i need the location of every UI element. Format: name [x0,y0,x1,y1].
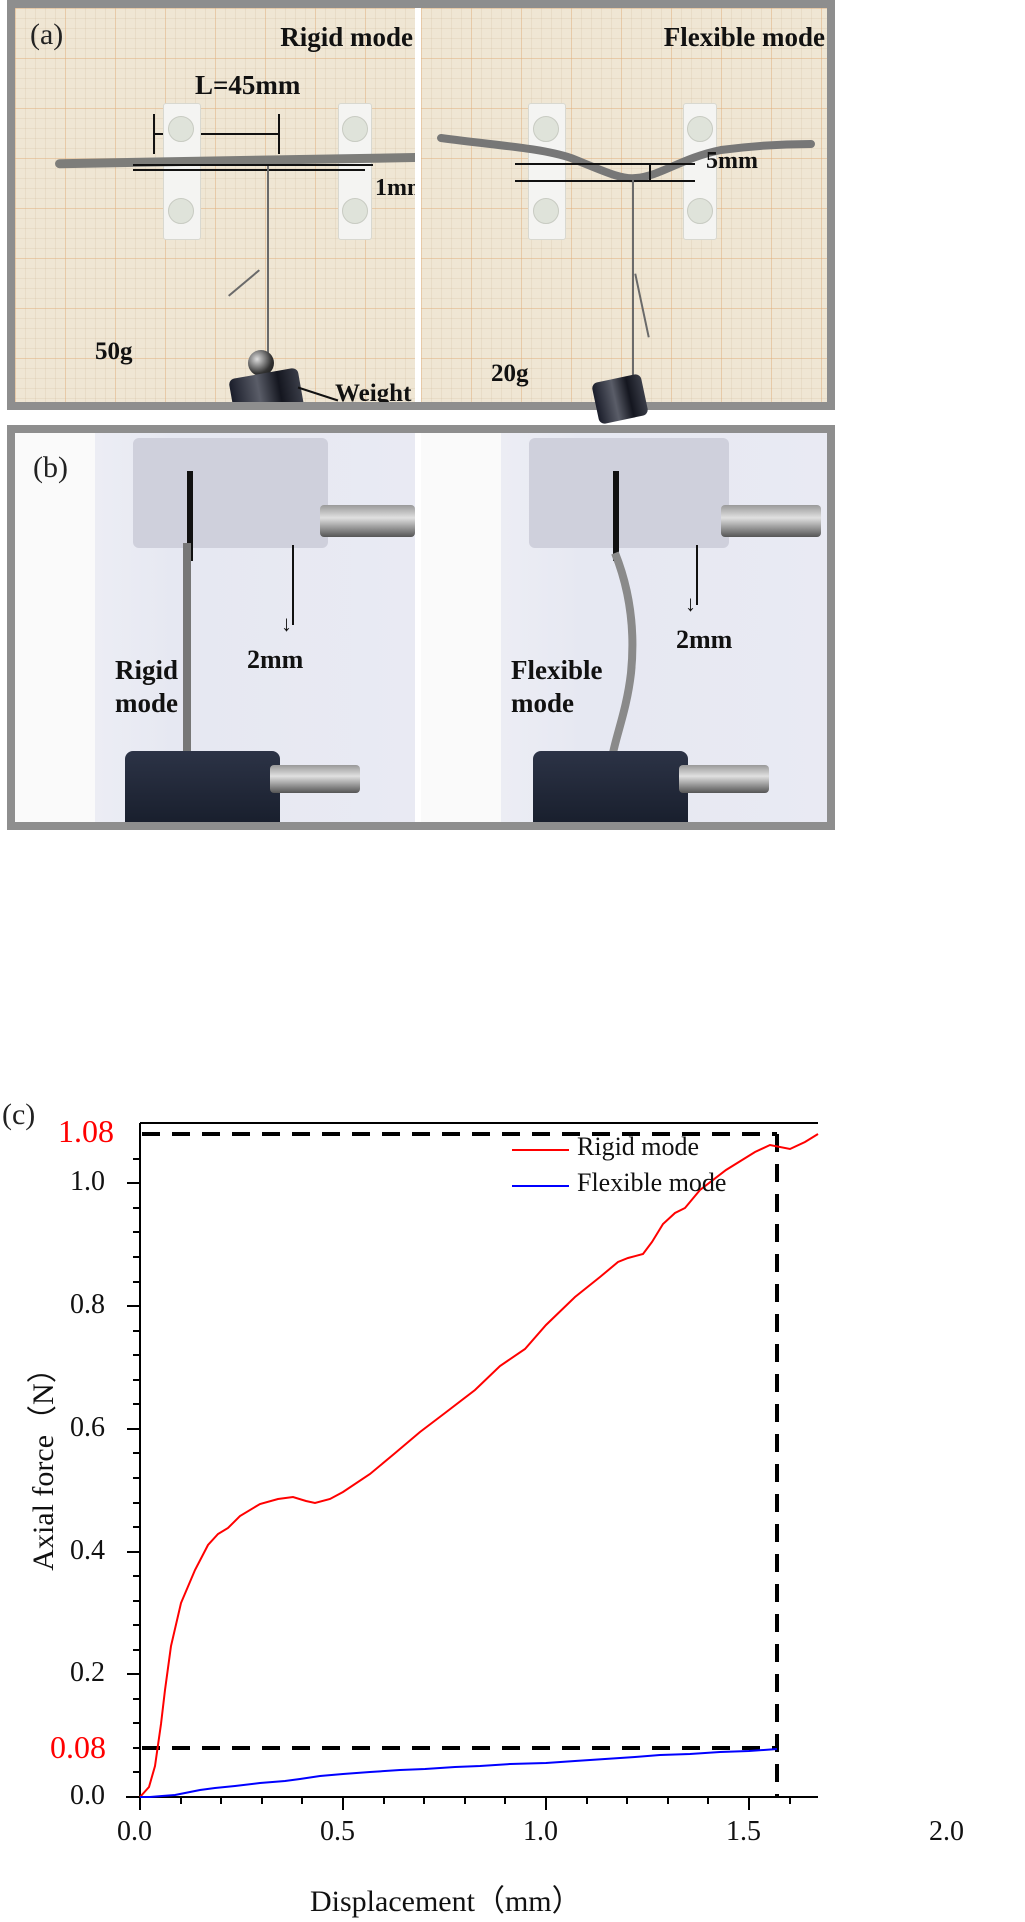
panel-a: (a) Rigid mode L=45mm 1mm 50g Weight Fle… [7,0,835,410]
y-tick-label: 0.2 [70,1657,105,1688]
panel-a-flexible-photo: Flexible mode 5mm 20g [421,8,827,402]
bolt-icon [342,116,368,142]
y-minor-ticks [133,1158,140,1773]
panel-label-a: (a) [30,18,64,51]
max-force-annotation: 1.08 [58,1113,114,1149]
legend-swatch-rigid [512,1149,569,1151]
bolt-icon [687,198,713,224]
lower-grip [533,751,688,822]
rigid-mode-label-line1: Rigid [115,655,179,685]
min-force-annotation: 0.08 [50,1729,106,1765]
machine-frame [15,433,95,822]
upper-grip-rod [320,505,415,537]
deflection-line-bottom [515,180,695,182]
x-tick-label: 2.0 [929,1816,964,1847]
lower-grip [125,751,280,822]
y-tick-label: 0.4 [70,1535,105,1566]
weight-label: Weight [335,380,412,402]
legend-swatch-flexible [512,1185,569,1187]
x-tick-label: 1.0 [523,1816,558,1847]
deflection-tick [649,163,651,181]
panel-b-divider [415,433,421,822]
y-tick-label: 0.0 [70,1780,105,1811]
bolt-icon [168,198,194,224]
panel-b: (b) ↓ 2mm Rigid mode ↓ 2mm Flexible mode [7,425,835,830]
y-major-ticks [127,1182,140,1798]
flexible-mode-series [140,1748,778,1798]
x-tick-label: 0.0 [117,1816,152,1847]
flexible-mass-label: 20g [491,360,529,387]
grip-slot [613,471,619,561]
flexible-displacement-label: 2mm [676,625,733,654]
span-tick-right [278,114,280,154]
flexible-deflection-label: 5mm [706,148,758,174]
legend-label-flexible: Flexible mode [577,1168,727,1197]
deflection-line-top [515,163,695,165]
rigid-mass-label: 50g [95,338,133,365]
bolt-icon [533,116,559,142]
y-tick-label: 0.6 [70,1412,105,1443]
y-tick-label: 0.8 [70,1289,105,1320]
rigid-deflection-label: 1mm [375,175,415,201]
x-axis-title: Displacement（mm） [310,1885,582,1918]
flexible-mode-label-line1: Flexible [511,655,603,685]
span-length-label: L=45mm [195,70,301,100]
hanging-wire [632,180,634,402]
span-tick-left [153,114,155,154]
rigid-specimen [183,543,191,753]
bolt-icon [533,198,559,224]
panel-label-b: (b) [33,451,68,484]
displacement-arrow-icon: ↓ [281,611,292,636]
panel-a-rigid-photo: (a) Rigid mode L=45mm 1mm 50g Weight [15,8,415,402]
y-axis-title: Axial force（N） [27,1353,60,1571]
upper-grip [133,438,328,548]
x-major-ticks [139,1797,750,1810]
bolt-icon [342,198,368,224]
panel-b-flexible-photo: ↓ 2mm Flexible mode [421,433,827,822]
flexible-mode-title: Flexible mode [663,22,825,52]
machine-frame [421,433,501,822]
rigid-mode-label-line2: mode [115,688,178,718]
displacement-arrow-shaft [696,545,698,605]
bolt-icon [168,116,194,142]
flexible-mode-label-line2: mode [511,688,574,718]
span-dimension-line [153,133,280,135]
panel-b-rigid-photo: (b) ↓ 2mm Rigid mode [15,433,415,822]
rigid-displacement-label: 2mm [247,645,304,674]
displacement-arrow-shaft [292,545,294,625]
legend-label-rigid: Rigid mode [577,1132,700,1161]
x-tick-label: 0.5 [320,1816,355,1847]
x-minor-ticks [180,1797,791,1804]
bolt-icon [687,116,713,142]
deflection-line-top [133,164,373,166]
grip-slot [187,471,193,561]
displacement-arrow-icon: ↓ [685,591,696,616]
rigid-mode-series [139,1133,819,1798]
upper-grip [529,438,729,548]
deflection-line-bottom [133,169,365,171]
panel-label-c: (c) [2,1098,36,1131]
rigid-mode-title: Rigid mode [280,22,413,52]
lower-grip-rod [270,765,360,793]
lower-grip-rod [679,765,769,793]
upper-grip-rod [721,505,821,537]
x-tick-label: 1.5 [726,1816,761,1847]
flexible-specimen-strip [437,134,815,183]
flexible-specimen [609,551,637,754]
hanging-wire [267,166,269,361]
panel-a-divider [415,8,421,402]
y-tick-label: 1.0 [70,1166,105,1197]
